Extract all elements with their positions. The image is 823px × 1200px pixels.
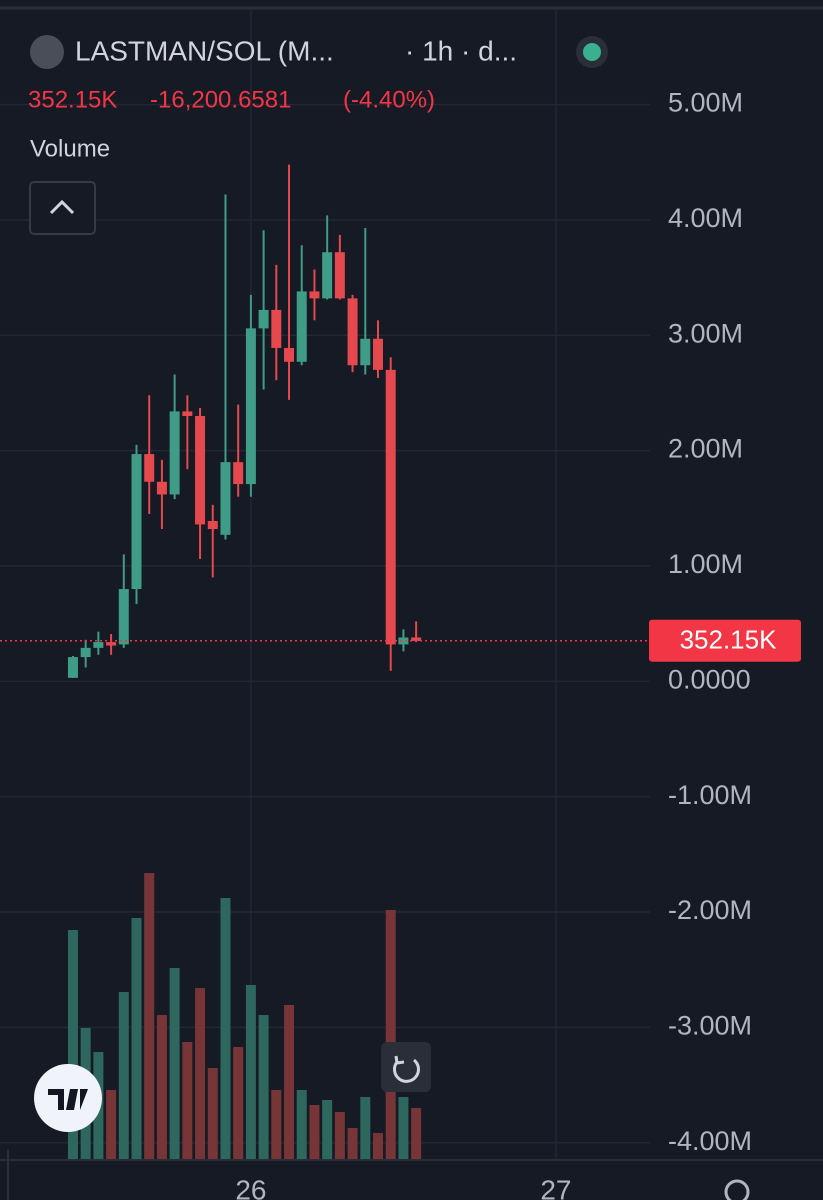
- volume-bar: [131, 918, 142, 1160]
- volume-bar: [411, 1108, 422, 1160]
- candle-body: [207, 520, 218, 530]
- tv-logo-mark: [48, 1089, 88, 1110]
- volume-bar: [334, 1112, 345, 1160]
- volume-bar: [233, 1047, 244, 1160]
- volume-bar: [182, 1042, 193, 1160]
- collapse-button[interactable]: [29, 181, 96, 235]
- y-tick-label: 4.00M: [668, 203, 743, 233]
- candle-body: [322, 252, 333, 299]
- volume-bar: [385, 910, 396, 1160]
- candle-body: [131, 454, 142, 590]
- candle-body: [411, 637, 422, 641]
- candle-body: [220, 462, 231, 535]
- candles: [67, 164, 422, 678]
- volume-bar: [156, 1015, 167, 1160]
- y-tick-label: -3.00M: [668, 1010, 752, 1040]
- volume-label: Volume: [30, 135, 110, 162]
- header-change: -16,200.6581: [150, 86, 291, 113]
- candle-body: [245, 328, 256, 485]
- candle-body: [169, 411, 180, 495]
- volume-bar: [284, 1005, 295, 1160]
- candle-body: [144, 454, 155, 482]
- header-price: 352.15K: [28, 86, 117, 113]
- candle-body: [347, 298, 358, 366]
- chevron-icon: [49, 199, 75, 215]
- candle-body: [93, 642, 104, 648]
- volume-bar: [258, 1015, 269, 1160]
- x-tick-label: 27: [540, 1174, 571, 1200]
- y-tick-label: 3.00M: [668, 318, 743, 348]
- x-tick-label: 26: [235, 1174, 266, 1200]
- volume-bar: [398, 1097, 409, 1160]
- volume-bar: [322, 1100, 333, 1160]
- price-label: 352.15K: [680, 625, 778, 655]
- candle-body: [398, 637, 409, 645]
- header-change-pct: (-4.40%): [343, 86, 435, 113]
- y-tick-label: 5.00M: [668, 88, 743, 118]
- volume-bar: [207, 1068, 218, 1160]
- y-tick-label: -2.00M: [668, 895, 752, 925]
- volume-bar: [67, 930, 78, 1160]
- symbol-title: LASTMAN/SOL (M...: [75, 35, 334, 66]
- y-tick-label: -1.00M: [668, 780, 752, 810]
- price-axis: 5.00M 4.00M 3.00M 2.00M 1.00M 0.0000 -1.00M -2.…: [0, 88, 801, 1200]
- volume-bar: [144, 873, 155, 1160]
- candle-body: [233, 462, 244, 485]
- candle-body: [373, 338, 384, 370]
- reset-icon: [392, 1058, 420, 1083]
- reset-button[interactable]: [381, 1042, 431, 1092]
- candle-body: [296, 291, 307, 362]
- candle-body: [360, 338, 371, 366]
- y-tick-label: 0.0000: [668, 664, 751, 694]
- candle-body: [118, 589, 129, 645]
- y-tick-label: 2.00M: [668, 434, 743, 464]
- candle-body: [195, 416, 206, 525]
- candle-body: [334, 252, 345, 299]
- volume-bar: [373, 1133, 384, 1160]
- candle-body: [284, 347, 295, 362]
- volume-bar: [106, 1090, 117, 1160]
- status-dot: [583, 43, 601, 61]
- candle-body: [258, 309, 269, 329]
- settings-icon[interactable]: [724, 1179, 750, 1200]
- candle-body: [106, 642, 117, 646]
- candle-body: [271, 309, 282, 348]
- interval: · 1h · d...: [405, 35, 517, 66]
- tv-logo[interactable]: [34, 1064, 102, 1132]
- volume-bar: [220, 898, 231, 1160]
- reset-arrow: [394, 1055, 405, 1065]
- volume-bar: [296, 1090, 307, 1160]
- price-label-bg: [649, 619, 801, 662]
- y-tick-label: -4.00M: [668, 1126, 752, 1156]
- volume-bar: [245, 985, 256, 1160]
- volume-bar: [195, 988, 206, 1160]
- y-tick-label: 1.00M: [668, 549, 743, 579]
- candle-body: [182, 411, 193, 417]
- volume-bar: [309, 1105, 320, 1160]
- candle-body: [80, 647, 91, 658]
- volume-bar: [360, 1097, 371, 1160]
- candle-body: [309, 291, 320, 299]
- candle-body: [156, 481, 167, 495]
- volume-bar: [118, 992, 129, 1160]
- avatar: [30, 35, 64, 69]
- volume-bar: [347, 1128, 358, 1160]
- volume-bar: [169, 968, 180, 1160]
- candle-body: [67, 657, 78, 678]
- volume-bar: [271, 1090, 282, 1160]
- candle-body: [385, 369, 396, 645]
